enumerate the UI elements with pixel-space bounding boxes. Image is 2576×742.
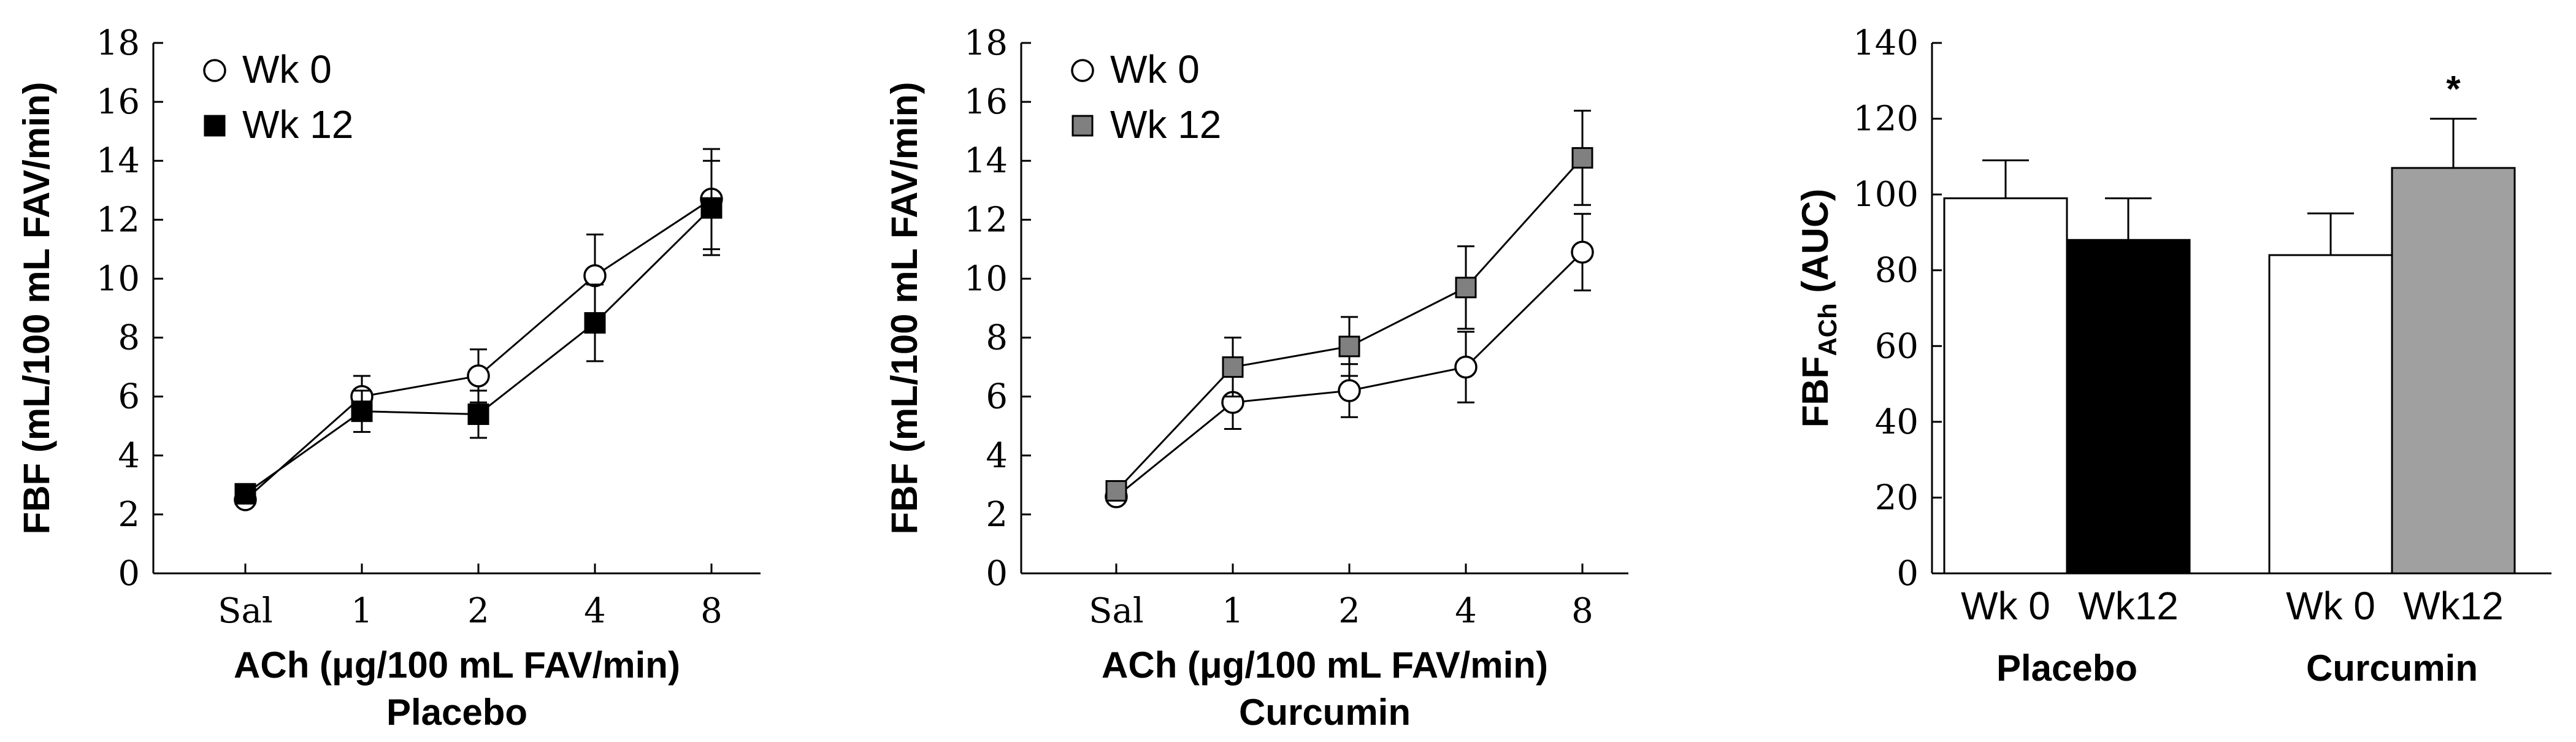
group-label: Curcumin bbox=[2306, 648, 2478, 689]
group-label: Placebo bbox=[1996, 648, 2137, 689]
data-point bbox=[584, 312, 606, 334]
legend-label: Wk 12 bbox=[1110, 102, 1221, 147]
x-axis-label: ACh (μg/100 mL FAV/min) bbox=[234, 644, 680, 686]
y-tick-label: 16 bbox=[96, 82, 140, 122]
x-tick-label: 4 bbox=[584, 591, 606, 631]
y-tick-label: 8 bbox=[118, 318, 140, 358]
bar-label: Wk12 bbox=[2403, 584, 2504, 628]
y-tick-label: 6 bbox=[118, 377, 140, 417]
significance-marker: * bbox=[2446, 69, 2461, 110]
data-point bbox=[1222, 356, 1244, 378]
y-tick-label: 2 bbox=[118, 495, 140, 535]
y-tick-label: 10 bbox=[964, 259, 1008, 299]
y-tick-label: 0 bbox=[118, 554, 140, 594]
x-tick-label: 1 bbox=[1222, 591, 1244, 631]
panel-subtitle: Placebo bbox=[386, 692, 527, 733]
x-tick-label: 1 bbox=[351, 591, 373, 631]
y-tick-label: 2 bbox=[986, 495, 1008, 535]
bar bbox=[1943, 197, 2068, 575]
x-tick-label: 8 bbox=[1571, 591, 1593, 631]
data-point bbox=[234, 483, 256, 505]
y-axis-label: FBFACh (AUC) bbox=[1795, 189, 1842, 428]
data-point bbox=[1454, 355, 1478, 379]
bar bbox=[2268, 254, 2393, 575]
y-tick-label: 140 bbox=[1853, 23, 1919, 63]
bar bbox=[2391, 167, 2516, 575]
y-tick-label: 4 bbox=[118, 436, 140, 476]
legend-label: Wk 0 bbox=[242, 47, 332, 91]
x-tick-label: Sal bbox=[218, 591, 273, 631]
data-point bbox=[467, 364, 490, 388]
y-tick-label: 0 bbox=[986, 554, 1008, 594]
data-point bbox=[700, 197, 723, 219]
y-tick-label: 100 bbox=[1853, 175, 1919, 215]
y-tick-label: 18 bbox=[96, 23, 140, 63]
y-tick-label: 14 bbox=[964, 141, 1008, 181]
data-point bbox=[1338, 379, 1361, 402]
bar-label: Wk 0 bbox=[2286, 584, 2375, 628]
y-tick-label: 10 bbox=[96, 259, 140, 299]
legend-marker bbox=[1071, 59, 1094, 82]
y-tick-label: 6 bbox=[986, 377, 1008, 417]
x-tick-label: Sal bbox=[1089, 591, 1144, 631]
y-tick-label: 20 bbox=[1875, 478, 1919, 518]
x-tick-label: 2 bbox=[1338, 591, 1360, 631]
y-tick-label: 80 bbox=[1875, 251, 1919, 291]
y-axis-label: FBF (mL/100 mL FAV/min) bbox=[884, 82, 925, 535]
data-point bbox=[1105, 480, 1127, 502]
data-point bbox=[467, 404, 489, 425]
y-tick-label: 14 bbox=[96, 141, 140, 181]
bar bbox=[2066, 239, 2191, 575]
y-tick-label: 18 bbox=[964, 23, 1008, 63]
y-tick-label: 40 bbox=[1875, 402, 1919, 442]
data-point bbox=[1455, 277, 1477, 299]
y-label-sub: ACh bbox=[1813, 303, 1842, 356]
y-label-main: FBF bbox=[1795, 356, 1836, 428]
y-tick-label: 4 bbox=[986, 436, 1008, 476]
panel-subtitle: Curcumin bbox=[1239, 692, 1411, 733]
legend-marker bbox=[1071, 115, 1094, 137]
data-point bbox=[351, 400, 373, 423]
data-point bbox=[1571, 147, 1593, 169]
legend-marker bbox=[203, 59, 226, 82]
bar-panel: 0 20 40 60 80 100 120 140 FBFACh (AUC) Wk 0 Wk12 Pl… bbox=[1795, 23, 2551, 689]
legend-marker bbox=[204, 115, 226, 137]
bar-label: Wk 0 bbox=[1961, 584, 2050, 628]
data-point bbox=[583, 264, 607, 288]
x-tick-label: 8 bbox=[700, 591, 723, 631]
y-tick-label: 8 bbox=[986, 318, 1008, 358]
y-axis-label: FBF (mL/100 mL FAV/min) bbox=[16, 82, 57, 535]
x-axis-label: ACh (μg/100 mL FAV/min) bbox=[1102, 644, 1548, 686]
data-point bbox=[1338, 335, 1360, 358]
y-tick-label: 0 bbox=[1896, 554, 1919, 594]
y-tick-label: 60 bbox=[1875, 326, 1919, 366]
y-label-suffix: (AUC) bbox=[1795, 189, 1836, 304]
legend-label: Wk 0 bbox=[1110, 47, 1200, 91]
x-tick-label: 2 bbox=[467, 591, 489, 631]
y-tick-label: 16 bbox=[964, 82, 1008, 122]
y-tick-label: 12 bbox=[964, 200, 1008, 240]
x-tick-label: 4 bbox=[1455, 591, 1477, 631]
bar-label: Wk12 bbox=[2078, 584, 2179, 628]
data-point bbox=[1571, 240, 1594, 264]
y-tick-label: 120 bbox=[1853, 99, 1919, 139]
legend-label: Wk 12 bbox=[242, 102, 353, 147]
y-tick-label: 12 bbox=[96, 200, 140, 240]
